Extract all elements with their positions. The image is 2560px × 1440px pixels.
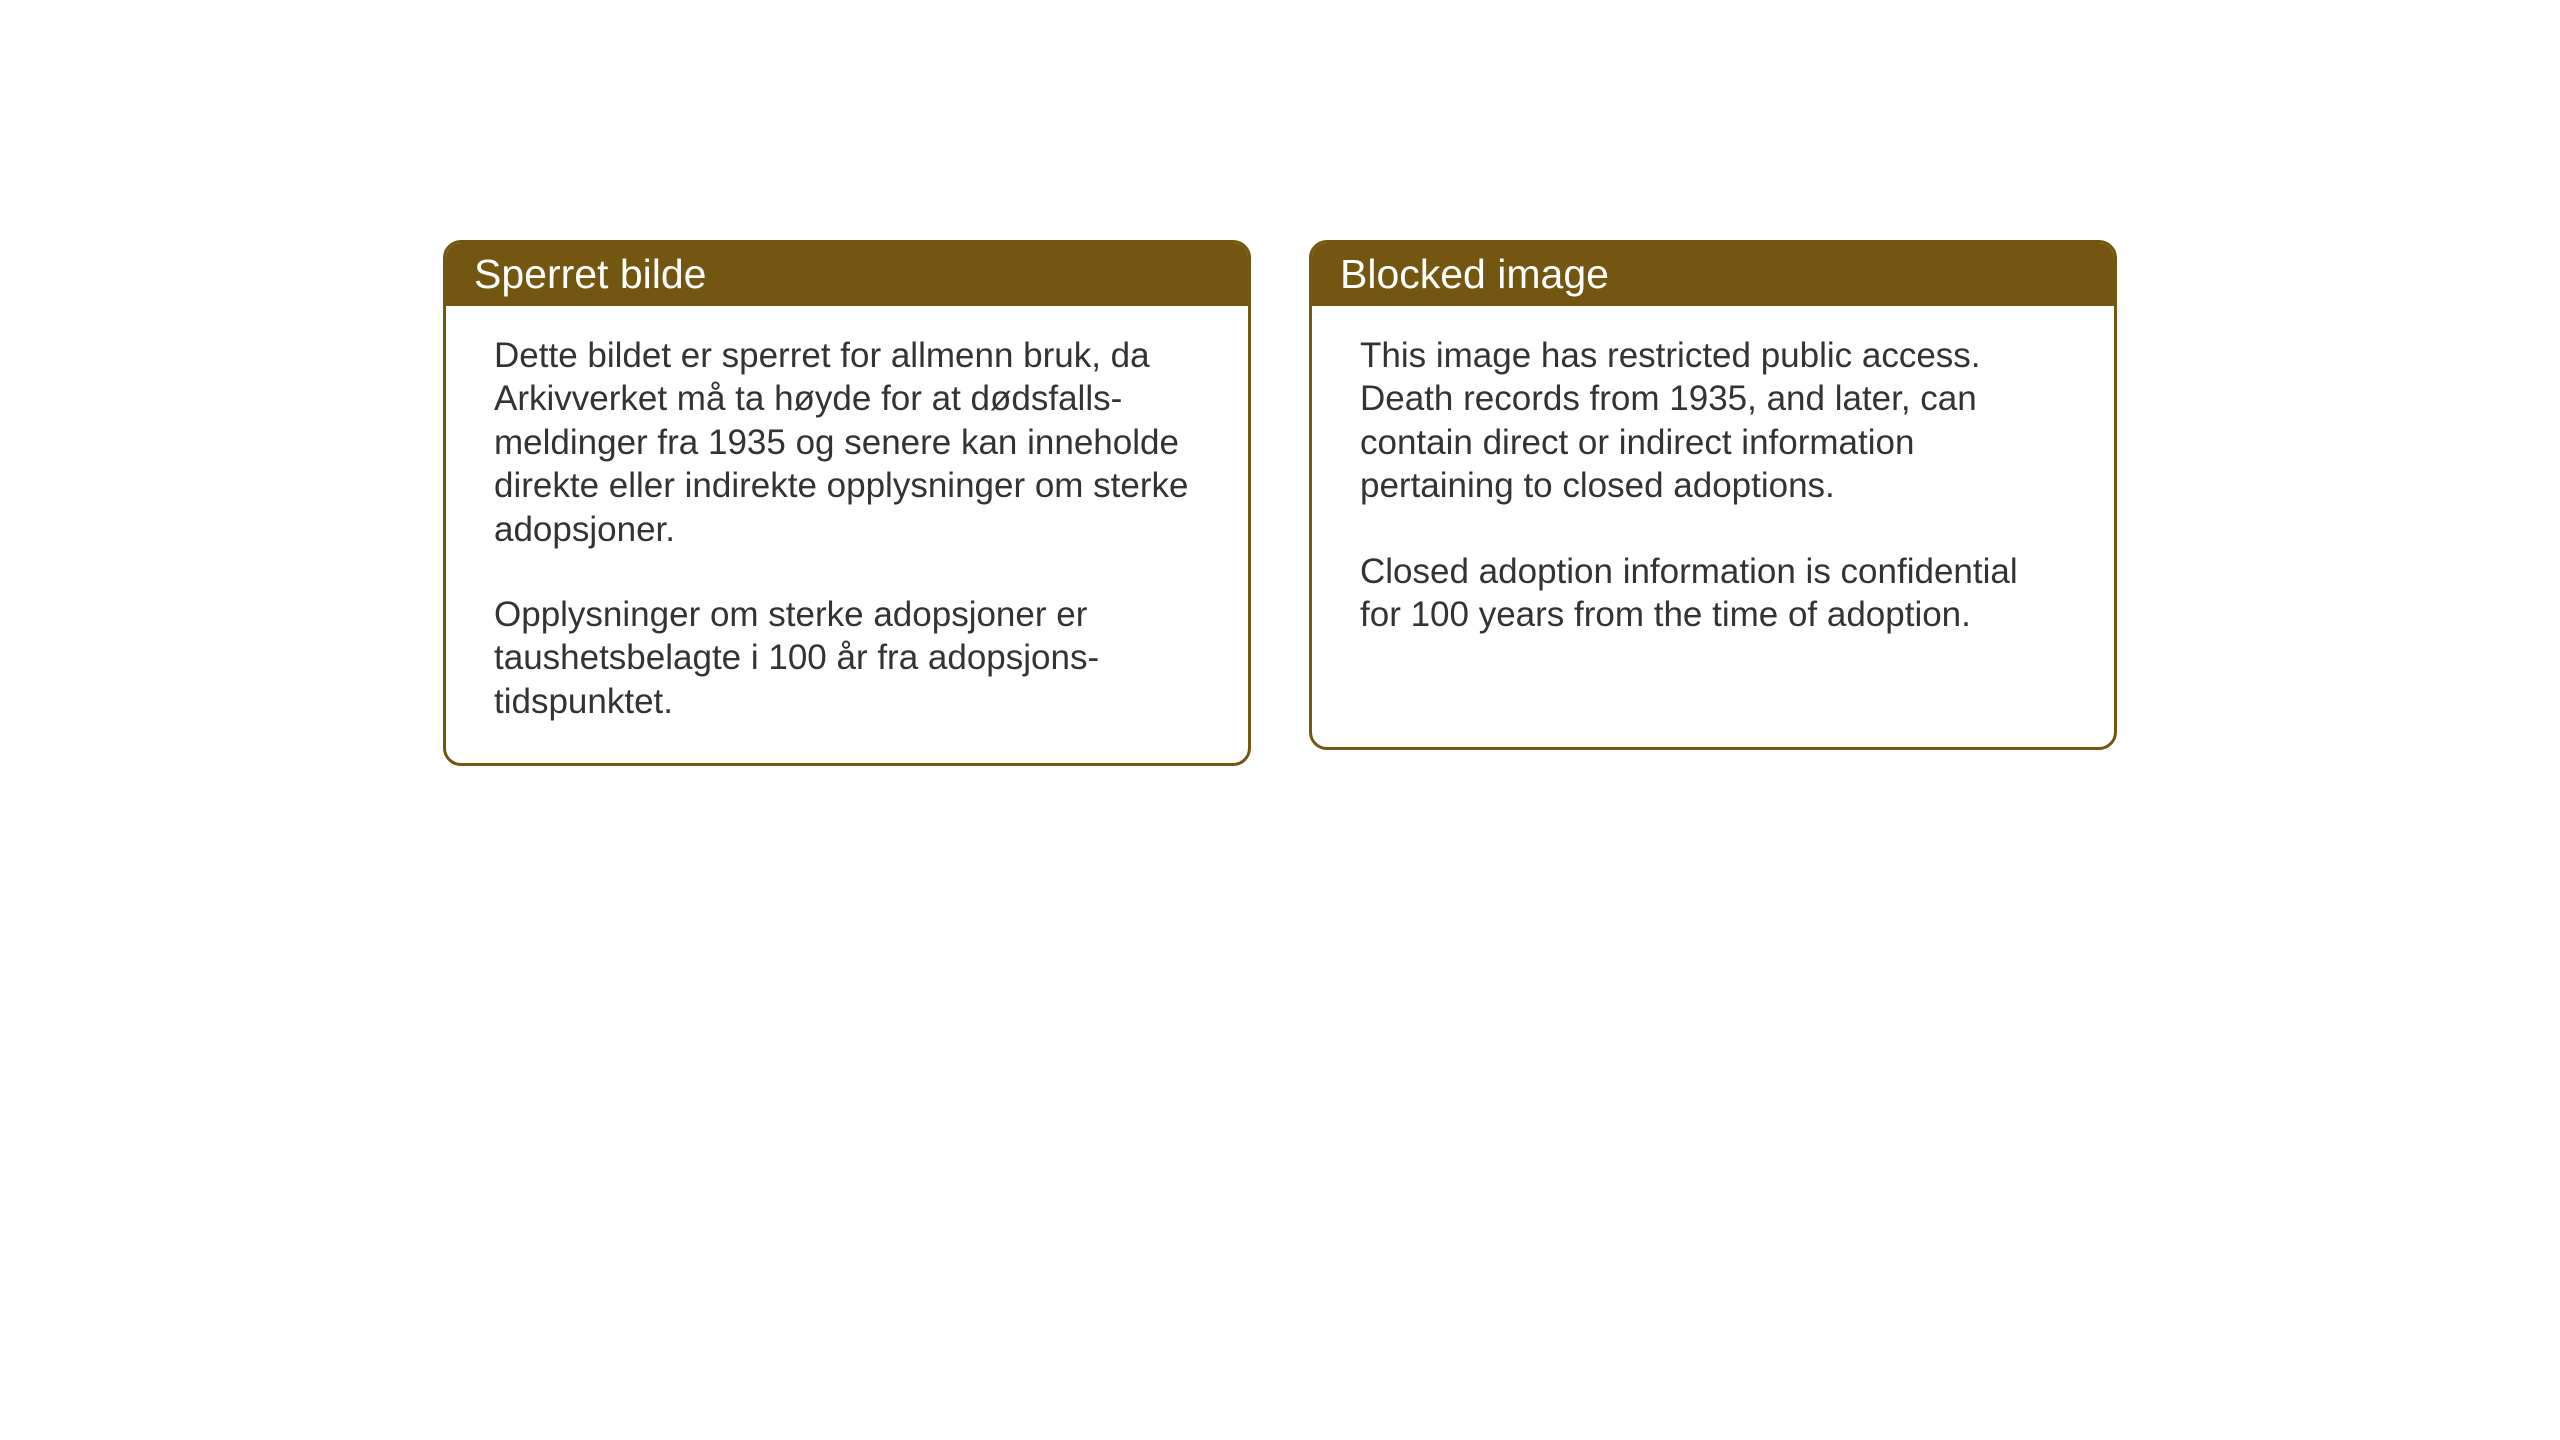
cards-container: Sperret bilde Dette bildet er sperret fo… — [443, 240, 2117, 766]
norwegian-notice-card: Sperret bilde Dette bildet er sperret fo… — [443, 240, 1251, 766]
english-paragraph-2: Closed adoption information is confident… — [1360, 550, 2066, 637]
english-card-body: This image has restricted public access.… — [1312, 306, 2114, 676]
english-paragraph-1: This image has restricted public access.… — [1360, 334, 2066, 508]
norwegian-card-title: Sperret bilde — [446, 243, 1248, 306]
norwegian-card-body: Dette bildet er sperret for allmenn bruk… — [446, 306, 1248, 763]
norwegian-paragraph-2: Opplysninger om sterke adopsjoner er tau… — [494, 593, 1200, 723]
english-card-title: Blocked image — [1312, 243, 2114, 306]
norwegian-paragraph-1: Dette bildet er sperret for allmenn bruk… — [494, 334, 1200, 551]
english-notice-card: Blocked image This image has restricted … — [1309, 240, 2117, 750]
